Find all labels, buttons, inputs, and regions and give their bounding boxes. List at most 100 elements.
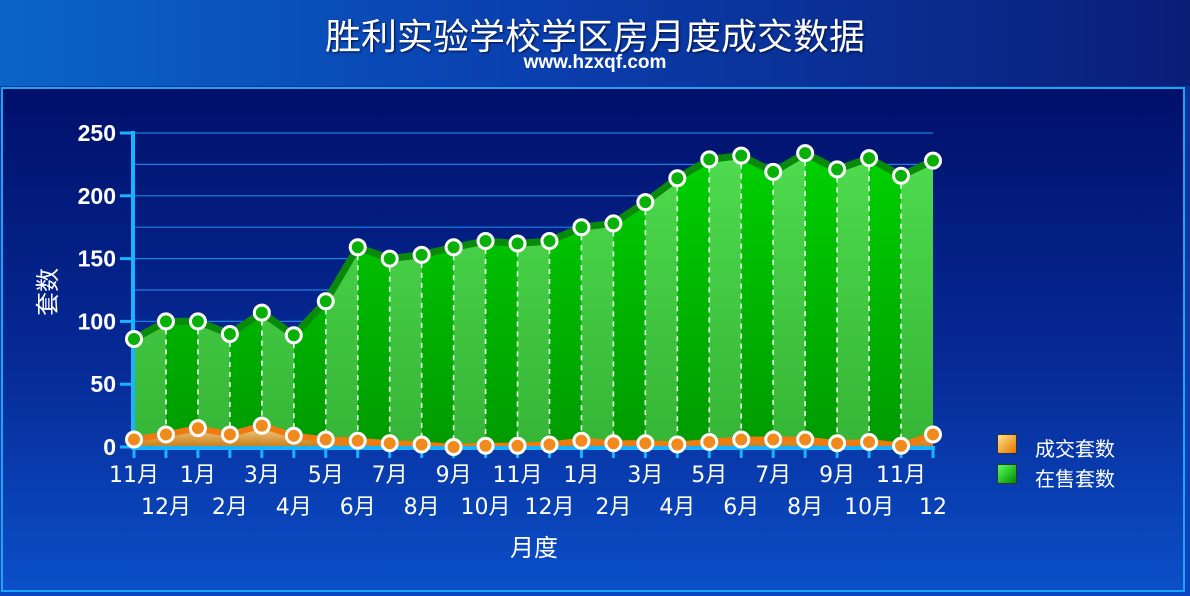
sale-area-band — [453, 153, 487, 447]
x-tick-label: 9月 — [819, 463, 855, 488]
axes: 0 50 100 150 200 250 11月 12月 1月 2月 3月 4月 5月 6月 7月 8月 9月 1… — [78, 120, 947, 520]
sold-point — [636, 434, 655, 453]
sale-area — [132, 149, 935, 447]
sold-point — [540, 435, 559, 454]
x-tick-label: 5月 — [308, 463, 344, 488]
sale-area-band — [229, 153, 263, 447]
sale-area-band — [261, 153, 295, 447]
sold-point — [860, 432, 879, 451]
sale-area-band — [645, 153, 678, 447]
data-points — [125, 144, 942, 456]
sale-area-band — [581, 153, 614, 447]
x-tick-label: 12月 — [524, 495, 574, 520]
sale-point — [156, 312, 175, 331]
sale-area-band — [901, 153, 933, 447]
sale-area-band — [549, 153, 582, 447]
sale-point — [924, 151, 942, 170]
legend-swatch-on-sale — [997, 464, 1017, 484]
sale-point — [636, 193, 655, 212]
sold-point — [156, 425, 175, 444]
sale-point — [732, 146, 751, 165]
sold-point — [924, 425, 942, 444]
x-tick-label: 6月 — [723, 495, 759, 520]
sale-point — [188, 312, 207, 331]
x-tick-label: 3月 — [244, 463, 280, 488]
sale-area-band — [134, 153, 167, 447]
legend-label-sold: 成交套数 — [1035, 437, 1115, 461]
sold-point — [444, 438, 463, 456]
y-tick-label: 100 — [78, 308, 116, 334]
x-tick-label: 6月 — [340, 495, 376, 520]
x-tick-label: 2月 — [212, 495, 248, 520]
sold-point — [412, 435, 431, 454]
sale-point — [828, 160, 847, 179]
sale-area-band — [197, 153, 231, 447]
sold-point — [796, 430, 815, 449]
sold-point — [476, 436, 495, 455]
sale-point — [572, 218, 591, 237]
sold-point — [604, 434, 623, 453]
sale-area-band — [613, 153, 646, 447]
y-tick-label: 50 — [90, 371, 116, 397]
x-tick-label: 8月 — [787, 495, 823, 520]
x-tick-label: 9月 — [436, 463, 472, 488]
y-tick-label: 150 — [78, 246, 116, 272]
x-tick-label: 10月 — [844, 495, 894, 520]
sale-point — [444, 238, 463, 257]
sale-area-bands — [134, 153, 933, 447]
sale-area-band — [389, 153, 423, 447]
sale-area-band — [773, 153, 806, 447]
header-banner: 胜利实验学校学区房月度成交数据 www.hzxqf.com — [0, 0, 1190, 86]
sale-area-band — [421, 153, 455, 447]
legend-swatch-sold — [997, 434, 1017, 454]
sale-area-band — [485, 153, 519, 447]
x-tick-label: 8月 — [404, 495, 440, 520]
sold-point — [668, 435, 687, 454]
x-tick-label: 12月 — [141, 495, 191, 520]
sale-point — [316, 292, 335, 311]
sale-area-band — [709, 153, 742, 447]
x-tick-label: 3月 — [627, 463, 663, 488]
sale-point — [284, 326, 303, 345]
sale-area-band — [517, 153, 550, 447]
sale-area-band — [293, 153, 327, 447]
x-tick-label: 4月 — [276, 495, 312, 520]
sold-point — [892, 436, 911, 455]
sold-point — [380, 434, 399, 453]
x-tick-label: 11月 — [876, 463, 926, 488]
sale-point — [892, 166, 911, 185]
sold-point — [572, 431, 591, 450]
sold-point — [348, 431, 367, 450]
sale-area-band — [357, 153, 391, 447]
y-axis-label: 套数 — [34, 268, 62, 316]
x-tick-label: 5月 — [691, 463, 727, 488]
sold-point — [764, 430, 783, 449]
sale-point — [508, 234, 527, 253]
x-axis-label: 月度 — [510, 534, 558, 562]
sale-area-band — [165, 153, 199, 447]
sold-point — [284, 426, 303, 445]
sold-point — [188, 419, 207, 438]
x-tick-label: 1月 — [563, 463, 599, 488]
sold-point — [828, 434, 847, 453]
sale-area-band — [677, 153, 710, 447]
sale-point — [668, 169, 687, 188]
sold-point — [220, 425, 239, 444]
sale-point — [700, 150, 719, 169]
sold-point — [508, 436, 527, 455]
x-tick-label: 10月 — [461, 495, 511, 520]
sold-point — [700, 432, 719, 451]
sale-area-band — [805, 153, 838, 447]
sale-point — [380, 249, 399, 268]
x-tick-label: 11月 — [109, 463, 159, 488]
chart-subtitle: www.hzxqf.com — [523, 52, 667, 73]
legend-label-on-sale: 在售套数 — [1035, 467, 1115, 491]
sold-point — [125, 430, 143, 449]
sale-point — [125, 329, 143, 348]
sold-point — [316, 430, 335, 449]
x-tick-label: 2月 — [595, 495, 631, 520]
sale-area-band — [869, 153, 902, 447]
x-tick-label: 1月 — [180, 463, 216, 488]
sale-area-band — [741, 153, 774, 447]
